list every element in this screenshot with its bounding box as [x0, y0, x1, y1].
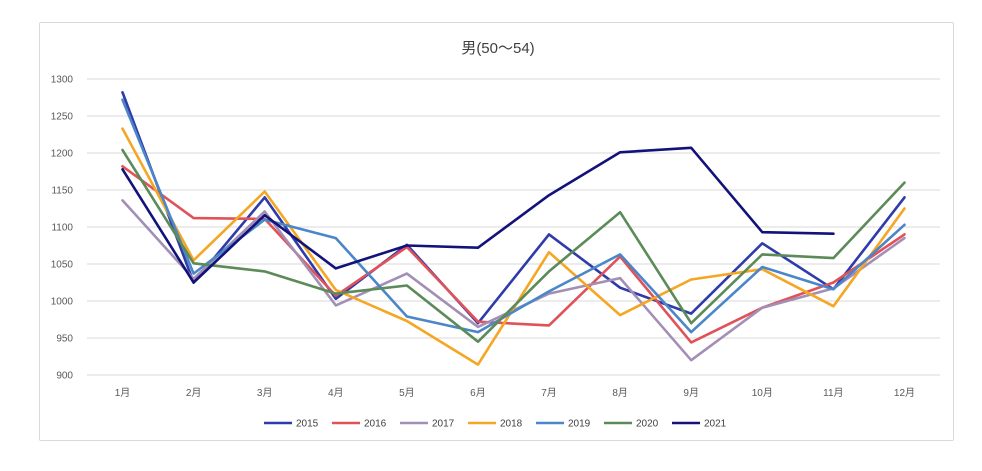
x-tick-label: 12月	[894, 387, 915, 399]
series-line-2016	[121, 165, 906, 344]
chart-frame: 男(50～54) 900 950 1000 1050 1100 1150 1200 1250 1…	[39, 22, 954, 441]
legend-item-2018: 2018	[468, 419, 523, 430]
legend-label: 2015	[296, 419, 319, 430]
legend-label: 2019	[568, 419, 591, 430]
gridlines	[87, 78, 940, 376]
x-tick-label: 5月	[399, 387, 415, 399]
legend-item-2019: 2019	[536, 419, 591, 430]
y-axis-ticks: 900 950 1000 1050 1100 1150 1200 1250 1300	[51, 75, 74, 382]
y-tick-label: 1150	[51, 186, 73, 197]
x-tick-label: 10月	[752, 387, 773, 399]
y-tick-label: 1000	[51, 297, 74, 308]
x-tick-label: 4月	[328, 387, 344, 399]
legend-label: 2018	[500, 419, 523, 430]
legend: 2015 2016 2017 2018 2019 2020 2021	[264, 419, 727, 430]
chart-title: 男(50～54)	[461, 40, 534, 57]
series-line-2021	[121, 146, 835, 284]
x-tick-label: 9月	[683, 387, 699, 399]
series-line-2019	[121, 98, 906, 334]
legend-item-2020: 2020	[604, 419, 659, 430]
x-tick-label: 3月	[257, 387, 273, 399]
x-tick-label: 8月	[612, 387, 628, 399]
x-axis-ticks: 1月 2月 3月 4月 5月 6月 7月 8月 9月 10月 11月 12月	[115, 387, 915, 399]
legend-item-2021: 2021	[672, 419, 727, 430]
x-tick-label: 6月	[470, 387, 486, 399]
x-tick-label: 11月	[823, 387, 843, 399]
series-line-2020	[121, 148, 906, 344]
x-tick-label: 1月	[115, 387, 131, 399]
y-tick-label: 900	[56, 371, 73, 382]
x-tick-label: 7月	[541, 387, 557, 399]
legend-label: 2016	[364, 419, 387, 430]
legend-label: 2020	[636, 419, 659, 430]
series-line-2015	[121, 91, 906, 325]
legend-item-2016: 2016	[332, 419, 387, 430]
y-tick-label: 1050	[51, 260, 74, 271]
series-line-2018	[121, 127, 906, 366]
y-tick-label: 1300	[51, 75, 74, 86]
legend-label: 2017	[432, 419, 455, 430]
y-tick-label: 1200	[51, 149, 74, 160]
y-tick-label: 1100	[51, 223, 73, 234]
series-lines	[121, 91, 906, 366]
legend-item-2015: 2015	[264, 419, 319, 430]
y-tick-label: 1250	[51, 112, 74, 123]
legend-item-2017: 2017	[400, 419, 455, 430]
y-tick-label: 950	[56, 334, 73, 345]
legend-label: 2021	[704, 419, 727, 430]
x-tick-label: 2月	[186, 387, 202, 399]
line-chart: 男(50～54) 900 950 1000 1050 1100 1150 1200 1250 1…	[51, 40, 940, 430]
